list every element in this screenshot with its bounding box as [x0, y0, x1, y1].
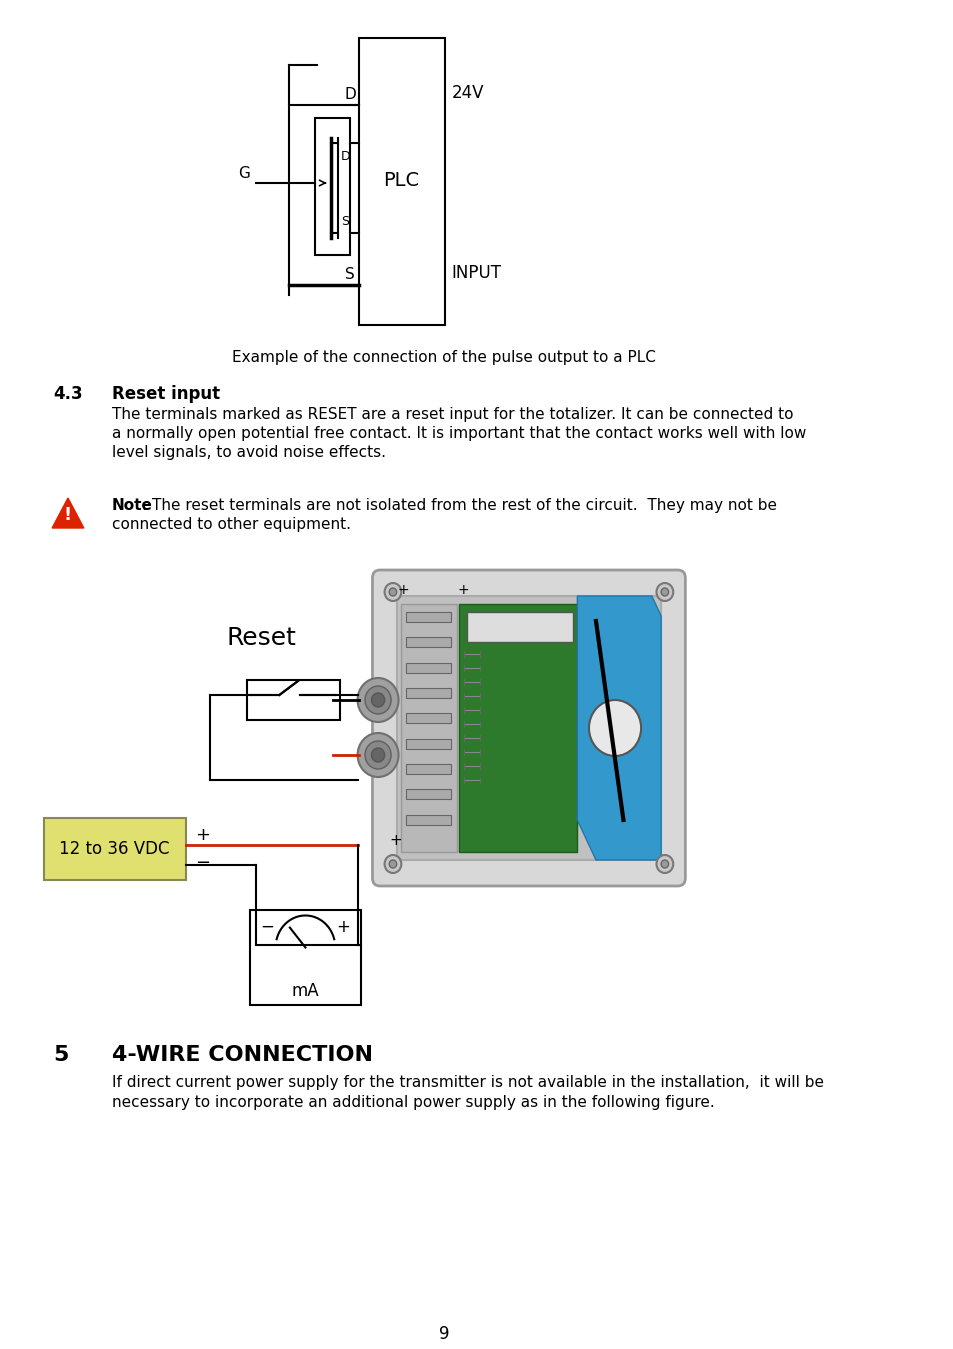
Circle shape — [371, 693, 384, 707]
Circle shape — [357, 733, 398, 777]
Text: 9: 9 — [438, 1325, 449, 1344]
Bar — [466, 612, 572, 642]
Circle shape — [588, 700, 640, 755]
Bar — [44, 817, 186, 880]
Text: connected to other equipment.: connected to other equipment. — [112, 517, 351, 532]
Text: S: S — [344, 267, 354, 282]
Text: 12 to 36 VDC: 12 to 36 VDC — [59, 840, 170, 858]
Polygon shape — [577, 596, 660, 861]
Bar — [247, 680, 339, 720]
Circle shape — [660, 588, 668, 596]
Text: Example of the connection of the pulse output to a PLC: Example of the connection of the pulse o… — [232, 349, 656, 366]
Bar — [406, 714, 450, 723]
Text: G: G — [237, 166, 250, 181]
Text: 4-WIRE CONNECTION: 4-WIRE CONNECTION — [112, 1045, 373, 1064]
Circle shape — [371, 747, 384, 762]
Text: −: − — [195, 854, 211, 871]
Text: INPUT: INPUT — [451, 264, 501, 282]
Text: Reset: Reset — [226, 626, 295, 650]
Text: 24V: 24V — [451, 84, 483, 103]
Circle shape — [357, 679, 398, 722]
Text: D: D — [340, 150, 350, 163]
Text: !: ! — [64, 506, 72, 523]
Bar — [250, 911, 361, 1005]
Text: If direct current power supply for the transmitter is not available in the insta: If direct current power supply for the t… — [112, 1075, 822, 1090]
Bar — [406, 637, 450, 648]
Text: necessary to incorporate an additional power supply as in the following figure.: necessary to incorporate an additional p… — [112, 1095, 714, 1110]
Bar — [406, 739, 450, 749]
FancyBboxPatch shape — [372, 571, 684, 886]
Text: −: − — [260, 919, 274, 936]
Text: PLC: PLC — [383, 171, 419, 190]
Circle shape — [660, 861, 668, 867]
Circle shape — [365, 687, 391, 714]
Bar — [401, 604, 456, 853]
Bar — [406, 815, 450, 824]
Text: level signals, to avoid noise effects.: level signals, to avoid noise effects. — [112, 445, 385, 460]
Text: The terminals marked as RESET are a reset input for the totalizer. It can be con: The terminals marked as RESET are a rese… — [112, 407, 792, 422]
Circle shape — [365, 741, 391, 769]
Text: Reset input: Reset input — [112, 384, 219, 403]
Text: +: + — [397, 583, 409, 598]
Text: +: + — [457, 583, 469, 598]
Text: a normally open potential free contact. It is important that the contact works w: a normally open potential free contact. … — [112, 426, 805, 441]
Circle shape — [384, 855, 401, 873]
Circle shape — [656, 855, 673, 873]
Circle shape — [384, 583, 401, 602]
Bar — [406, 789, 450, 800]
Circle shape — [389, 588, 396, 596]
Text: +: + — [335, 919, 350, 936]
Bar — [406, 764, 450, 774]
Text: : The reset terminals are not isolated from the rest of the circuit.  They may n: : The reset terminals are not isolated f… — [142, 498, 777, 513]
Bar — [396, 596, 660, 861]
Bar — [406, 662, 450, 673]
Bar — [406, 612, 450, 622]
Bar — [458, 604, 577, 853]
Circle shape — [656, 583, 673, 602]
Text: S: S — [340, 214, 349, 228]
Text: Note: Note — [112, 498, 152, 513]
Text: mA: mA — [292, 982, 319, 1000]
Text: +: + — [195, 826, 211, 844]
Circle shape — [389, 861, 396, 867]
Text: 4.3: 4.3 — [53, 384, 83, 403]
Text: 5: 5 — [53, 1045, 69, 1064]
Bar — [406, 688, 450, 697]
Polygon shape — [52, 498, 84, 527]
Text: D: D — [344, 86, 355, 103]
Text: +: + — [389, 832, 401, 849]
